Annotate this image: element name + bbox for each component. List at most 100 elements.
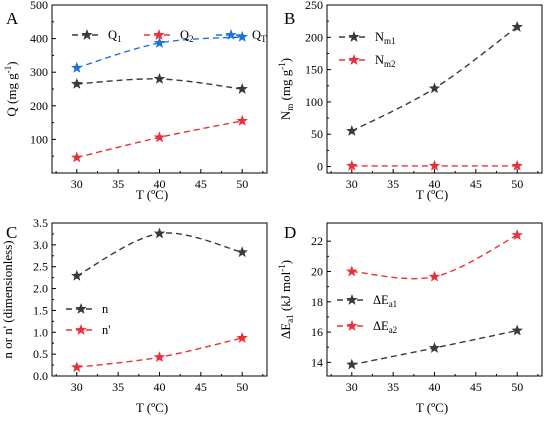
x-axis-label: T (ºC) [416,400,448,415]
data-point [428,82,441,94]
legend-marker [348,31,360,42]
data-point [511,324,523,336]
y-tick-label: 200 [305,30,323,44]
data-point [346,125,358,136]
legend-label: QT [252,28,267,44]
y-tick-label: 250 [305,0,323,12]
y-tick-label: 3.0 [33,238,48,252]
data-point [346,159,358,171]
y-tick-label: 0.0 [33,369,48,383]
y-tick-label: 500 [30,0,48,12]
x-tick-label: 35 [387,177,399,191]
data-point [71,77,83,89]
legend-label: Nm2 [375,53,396,69]
data-point [71,151,83,163]
data-point [153,227,166,239]
x-tick-label: 30 [71,380,83,394]
data-point [236,114,248,126]
panel-d: D 30 35 40 45 50 14 16 18 20 22 T (ºC) ΔEa1 (kJ mol-… [277,222,543,415]
data-point [236,331,248,343]
legend-marker [81,29,93,40]
data-point [428,270,441,282]
legend: n n' [66,302,111,337]
data-point [236,30,248,42]
series-line [76,232,243,277]
x-tick-label: 40 [154,177,166,191]
legend-marker [153,29,165,40]
legend-label: ΔEa2 [373,319,397,335]
y-tick-label: 50 [311,127,323,141]
x-tick-label: 40 [429,380,441,394]
x-axis-label: T (ºC) [136,400,168,415]
panel-label: D [284,223,296,242]
panel-label: B [284,9,295,28]
data-point [153,131,166,143]
y-tick-label: 20 [311,264,323,278]
x-axis-label: T (ºC) [416,187,448,202]
x-axis-label: T (ºC) [136,187,168,202]
legend: ΔEa1 ΔEa2 [337,293,397,335]
x-tick-label: 50 [511,177,523,191]
y-axis-label: ΔEa1 (kJ mol-1) [277,260,295,339]
legend-marker [75,324,87,335]
legend-marker [346,294,358,305]
y-axis-label: n or n' (dimensionless) [0,240,15,358]
y-axis-label: Nm (mg g-1) [277,58,295,120]
x-tick-label: 35 [112,380,124,394]
panel-a: A 30 35 40 45 50 100 200 300 400 500 T (ºC) Q (mg g-… [3,0,268,202]
x-tick-label: 35 [112,177,124,191]
data-point [511,20,523,32]
y-axis-label: Q (mg g-1) [3,61,19,116]
y-tick-label: 0.5 [33,347,48,361]
data-point [511,229,523,240]
data-point [428,159,441,171]
y-tick-label: 0 [317,160,323,174]
panel-label: A [6,9,19,28]
y-tick-label: 300 [30,65,48,79]
legend-marker [346,320,358,331]
y-tick-label: 16 [311,325,323,339]
data-point [236,83,248,94]
x-tick-label: 35 [387,380,399,394]
y-tick-label: 100 [305,95,323,109]
panel-label: C [6,223,17,242]
data-point [511,159,523,171]
legend-marker [348,54,360,65]
legend-label: Q1 [108,28,122,44]
legend-marker [75,303,87,314]
data-point [153,351,166,363]
y-tick-label: 2.5 [33,260,48,274]
x-tick-label: 45 [470,380,482,394]
data-point [71,361,83,373]
data-point [346,265,358,277]
legend-label: n' [102,323,111,337]
y-tick-label: 100 [30,132,48,146]
x-tick-label: 30 [71,177,83,191]
series-line [76,36,243,69]
plot-frame [51,4,268,174]
panel-c: C 30 35 40 45 50 0.0 0.5 1.0 1.5 2.0 2.5 3.0 3.5 T (ºC… [0,216,268,415]
y-tick-label: 2.0 [33,282,48,296]
x-tick-label: 50 [511,380,523,394]
data-point [71,269,83,281]
y-tick-label: 150 [305,63,323,77]
legend-label: Q2 [180,28,194,44]
data-point [346,358,358,370]
y-tick-label: 14 [311,355,323,369]
x-tick-label: 45 [470,177,482,191]
y-tick-label: 3.5 [33,216,48,230]
legend-label: n [102,302,109,316]
data-point [153,72,166,84]
y-tick-label: 22 [311,234,323,248]
legend-label: Nm1 [375,30,396,46]
legend: Q1 Q2 QT [72,28,267,44]
panel-b: B 30 35 40 45 50 0 50 100 150 200 250 T (ºC) Nm (mg g… [277,0,543,202]
x-tick-label: 30 [346,380,358,394]
y-tick-label: 200 [30,99,48,113]
data-point [153,36,166,48]
x-tick-label: 50 [236,177,248,191]
data-point [428,341,441,353]
x-tick-label: 40 [154,380,166,394]
data-point [71,61,83,73]
